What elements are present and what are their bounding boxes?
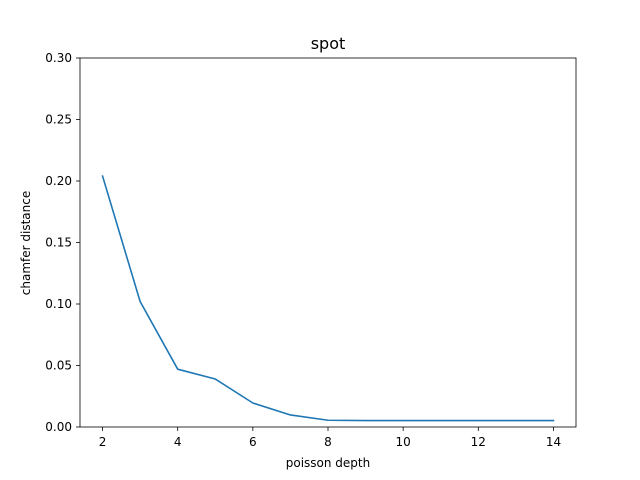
x-tick-label: 6 xyxy=(249,435,257,449)
y-tick-label: 0.15 xyxy=(45,236,72,250)
y-tick-label: 0.00 xyxy=(45,420,72,434)
y-axis-label: chamfer distance xyxy=(19,191,33,295)
x-tick-label: 2 xyxy=(99,435,107,449)
series-line xyxy=(101,175,555,422)
x-tick-label: 10 xyxy=(396,435,411,449)
y-tick-label: 0.30 xyxy=(45,51,72,65)
x-axis-label: poisson depth xyxy=(286,456,371,470)
x-tick-label: 14 xyxy=(546,435,561,449)
chart-title: spot xyxy=(311,34,346,53)
y-tick-label: 0.20 xyxy=(45,174,72,188)
y-tick-label: 0.05 xyxy=(45,359,72,373)
plot-area: 2 4 6 8 10 12 14 0.00 0.05 0.10 0.15 0.20 0.25 0.30 xyxy=(45,51,577,449)
x-tick-label: 4 xyxy=(174,435,182,449)
y-tick-label: 0.25 xyxy=(45,113,72,127)
y-tick-label: 0.10 xyxy=(45,297,72,311)
x-tick-label: 8 xyxy=(324,435,332,449)
axes-frame xyxy=(79,57,577,428)
x-tick-label: 12 xyxy=(471,435,486,449)
